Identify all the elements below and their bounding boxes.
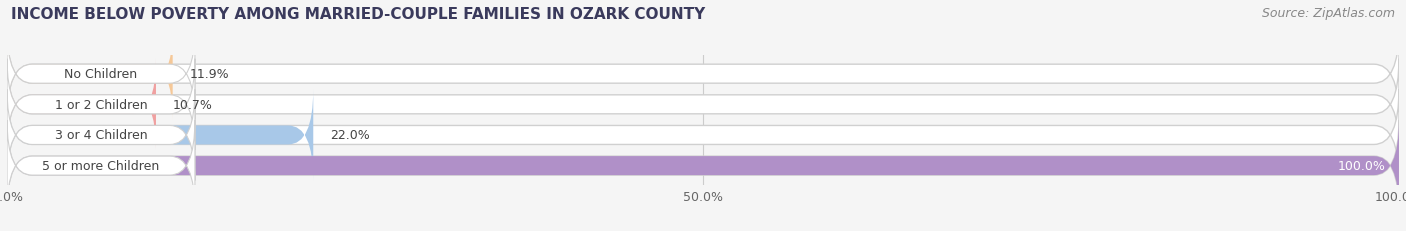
- FancyBboxPatch shape: [7, 120, 1399, 211]
- Text: 5 or more Children: 5 or more Children: [42, 159, 160, 172]
- Text: 100.0%: 100.0%: [1337, 159, 1385, 172]
- FancyBboxPatch shape: [7, 90, 1399, 181]
- FancyBboxPatch shape: [7, 120, 1399, 211]
- FancyBboxPatch shape: [7, 29, 195, 120]
- Text: 1 or 2 Children: 1 or 2 Children: [55, 98, 148, 111]
- FancyBboxPatch shape: [7, 29, 1399, 120]
- FancyBboxPatch shape: [7, 59, 195, 150]
- Text: 22.0%: 22.0%: [330, 129, 370, 142]
- Text: No Children: No Children: [65, 68, 138, 81]
- Text: 11.9%: 11.9%: [190, 68, 229, 81]
- Text: INCOME BELOW POVERTY AMONG MARRIED-COUPLE FAMILIES IN OZARK COUNTY: INCOME BELOW POVERTY AMONG MARRIED-COUPL…: [11, 7, 706, 22]
- FancyBboxPatch shape: [7, 90, 314, 181]
- FancyBboxPatch shape: [7, 120, 195, 211]
- FancyBboxPatch shape: [7, 29, 173, 120]
- Text: 10.7%: 10.7%: [173, 98, 212, 111]
- FancyBboxPatch shape: [7, 90, 195, 181]
- Text: 3 or 4 Children: 3 or 4 Children: [55, 129, 148, 142]
- FancyBboxPatch shape: [7, 59, 156, 150]
- FancyBboxPatch shape: [7, 59, 1399, 150]
- Text: Source: ZipAtlas.com: Source: ZipAtlas.com: [1261, 7, 1395, 20]
